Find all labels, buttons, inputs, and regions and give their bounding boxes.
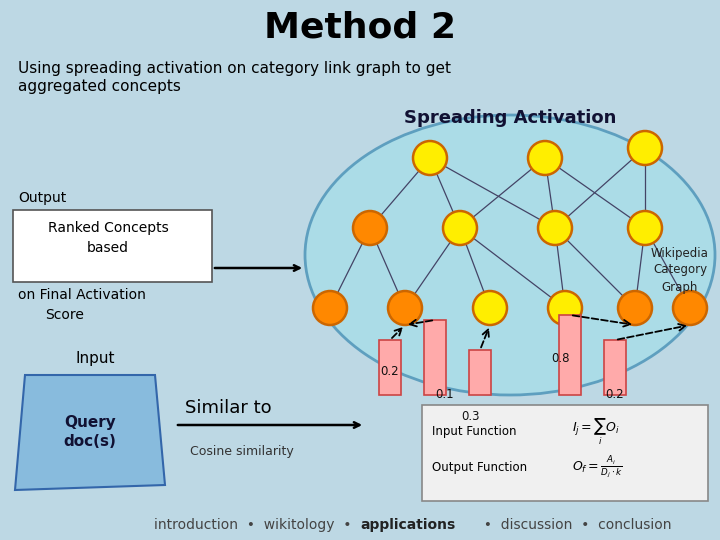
Ellipse shape: [305, 115, 715, 395]
Bar: [379, 340, 401, 395]
Text: 0.8: 0.8: [551, 352, 570, 365]
Text: Similar to: Similar to: [185, 399, 271, 417]
Circle shape: [353, 211, 387, 245]
Text: 0.1: 0.1: [436, 388, 454, 401]
Text: Score: Score: [45, 308, 84, 322]
Bar: [559, 315, 581, 395]
Text: applications: applications: [360, 518, 455, 532]
Circle shape: [618, 291, 652, 325]
Text: Output Function: Output Function: [432, 462, 527, 475]
Text: based: based: [87, 241, 129, 255]
Text: Ranked Concepts: Ranked Concepts: [48, 221, 168, 235]
Circle shape: [443, 211, 477, 245]
Text: Spreading Activation: Spreading Activation: [404, 109, 616, 127]
Bar: [604, 340, 626, 395]
Circle shape: [388, 291, 422, 325]
FancyBboxPatch shape: [13, 210, 212, 282]
Text: introduction  •  wikitology  •: introduction • wikitology •: [154, 518, 360, 532]
Bar: [424, 320, 446, 395]
Text: Input: Input: [76, 350, 114, 366]
Circle shape: [548, 291, 582, 325]
Circle shape: [628, 211, 662, 245]
Text: 0.2: 0.2: [606, 388, 624, 401]
Text: Output: Output: [18, 191, 66, 205]
Polygon shape: [15, 375, 165, 490]
Circle shape: [473, 291, 507, 325]
Text: $I_j = \sum_i O_i$: $I_j = \sum_i O_i$: [572, 417, 619, 447]
Text: Wikipedia
Category
Graph: Wikipedia Category Graph: [651, 246, 709, 294]
FancyBboxPatch shape: [422, 405, 708, 501]
Circle shape: [528, 141, 562, 175]
Circle shape: [628, 131, 662, 165]
Text: Cosine similarity: Cosine similarity: [190, 446, 294, 458]
Text: 0.3: 0.3: [461, 410, 480, 423]
Text: Using spreading activation on category link graph to get: Using spreading activation on category l…: [18, 60, 451, 76]
Circle shape: [673, 291, 707, 325]
Text: Input Function: Input Function: [432, 426, 516, 438]
Text: Query
doc(s): Query doc(s): [63, 415, 117, 449]
Text: •  discussion  •  conclusion: • discussion • conclusion: [475, 518, 672, 532]
Circle shape: [413, 141, 447, 175]
Text: $O_f = \frac{A_i}{D_j \cdot k}$: $O_f = \frac{A_i}{D_j \cdot k}$: [572, 455, 623, 481]
Bar: [469, 350, 491, 395]
Text: on Final Activation: on Final Activation: [18, 288, 146, 302]
Circle shape: [313, 291, 347, 325]
Text: aggregated concepts: aggregated concepts: [18, 78, 181, 93]
Text: Method 2: Method 2: [264, 11, 456, 45]
Circle shape: [538, 211, 572, 245]
Text: 0.2: 0.2: [381, 365, 400, 378]
